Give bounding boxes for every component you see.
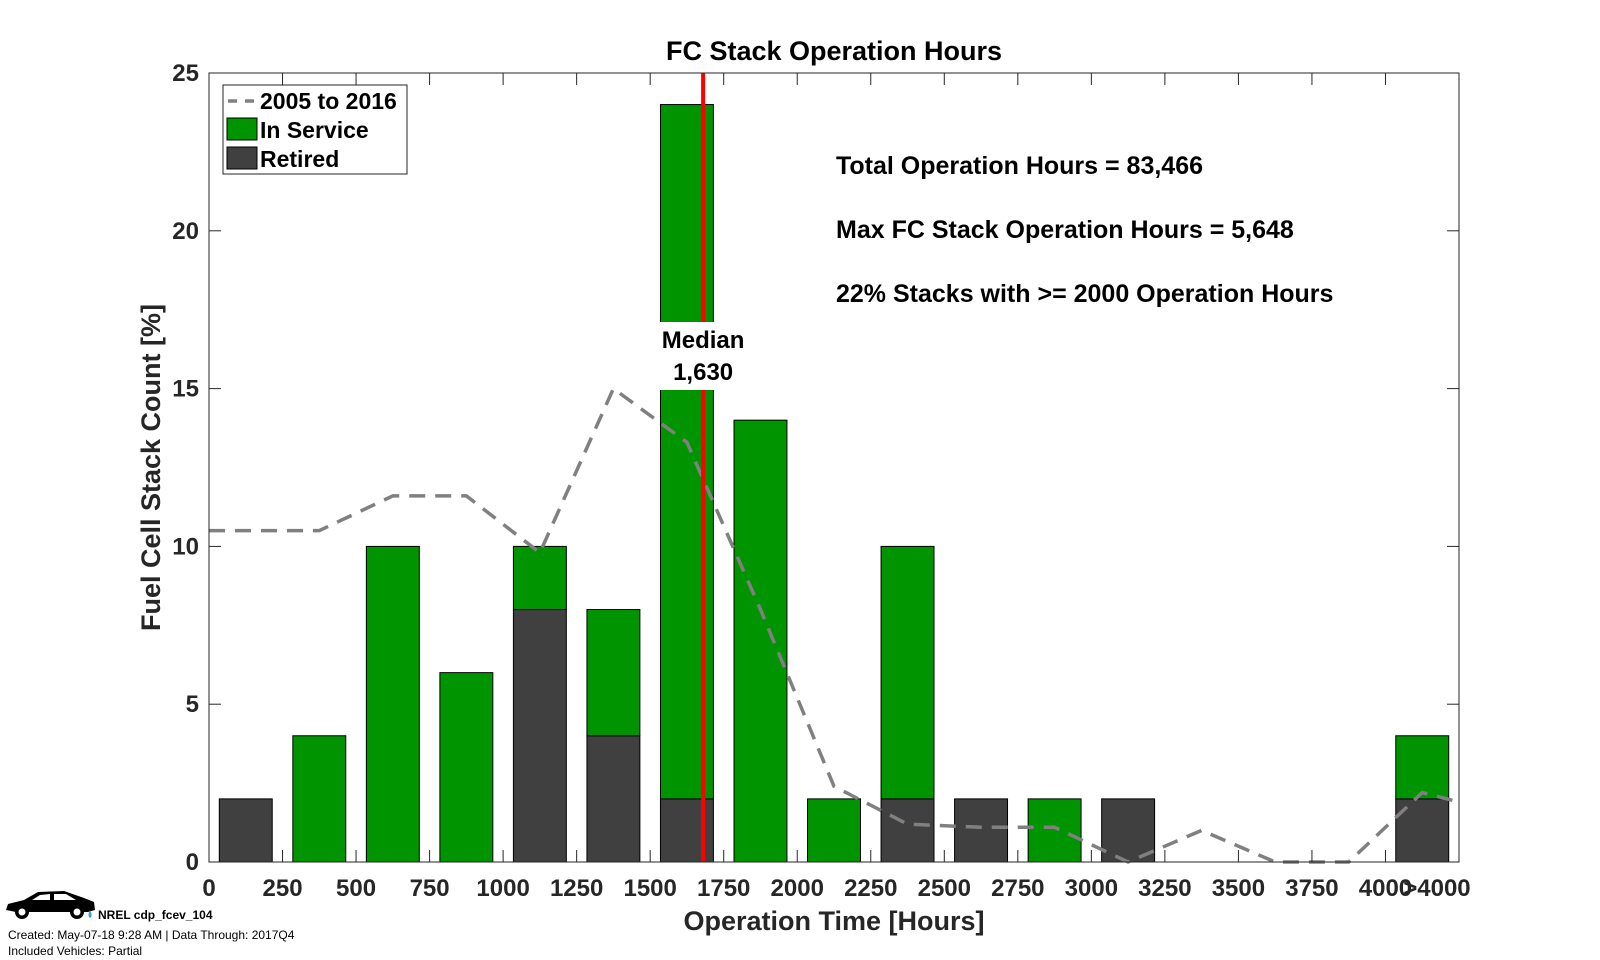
bar-retired <box>880 798 935 863</box>
bar-retired <box>512 609 567 863</box>
bar-in-service <box>439 672 494 863</box>
x-tick-label: 3750 <box>1285 875 1338 902</box>
bar-retired <box>659 798 714 863</box>
bar-retired <box>218 798 273 863</box>
plot-frame <box>208 72 1460 863</box>
bar-in-service <box>292 735 347 863</box>
car-icon <box>6 891 95 919</box>
median-value: 1,630 <box>673 359 733 386</box>
footer-included: Included Vehicles: Partial <box>8 944 143 958</box>
x-axis-label: Operation Time [Hours] <box>683 906 984 936</box>
x-tick-label: 500 <box>336 875 376 902</box>
y-tick-label: 0 <box>186 849 199 876</box>
bar-in-service <box>1395 735 1450 800</box>
x-tick-label: 3250 <box>1138 875 1191 902</box>
x-tick-label: 1000 <box>476 875 529 902</box>
bar-in-service <box>365 545 420 863</box>
x-tick-label: 1500 <box>623 875 676 902</box>
bar-retired <box>586 735 641 863</box>
x-tick-label: 2000 <box>771 875 824 902</box>
annotation: Max FC Stack Operation Hours = 5,648 <box>836 216 1294 244</box>
footer-name: NREL cdp_fcev_104 <box>98 908 213 922</box>
x-tick-label: 250 <box>263 875 303 902</box>
bar-in-service <box>659 104 714 800</box>
x-tick-label: >4000 <box>1403 875 1470 902</box>
x-tick-label: 4000 <box>1359 875 1412 902</box>
annotation: 22% Stacks with >= 2000 Operation Hours <box>836 280 1333 308</box>
chart-title: FC Stack Operation Hours <box>666 36 1002 66</box>
x-tick-label: 750 <box>410 875 450 902</box>
y-tick-label: 5 <box>186 691 199 718</box>
legend-retired-swatch <box>226 146 258 170</box>
bar-in-service <box>733 419 788 863</box>
bar-in-service <box>807 798 861 863</box>
x-tick-label: 2500 <box>918 875 971 902</box>
x-tick-label: 3500 <box>1212 875 1265 902</box>
legend-in-service-swatch <box>226 117 258 141</box>
legend-entry: 2005 to 2016 <box>260 88 397 114</box>
y-axis-label: Fuel Cell Stack Count [%] <box>136 304 166 631</box>
legend-entry: In Service <box>260 117 369 143</box>
x-tick-label: 1750 <box>697 875 750 902</box>
x-tick-label: 1250 <box>550 875 603 902</box>
annotation: Total Operation Hours = 83,466 <box>836 152 1203 180</box>
y-tick-label: 20 <box>172 218 199 245</box>
median-label: Median <box>662 327 745 354</box>
x-tick-label: 0 <box>202 875 215 902</box>
bar-in-service <box>880 545 935 800</box>
bar-in-service <box>586 609 641 737</box>
x-tick-label: 2750 <box>991 875 1044 902</box>
x-tick-label: 3000 <box>1065 875 1118 902</box>
bar-in-service <box>1027 798 1082 863</box>
bar-retired <box>954 798 1009 863</box>
y-tick-label: 10 <box>172 533 199 560</box>
bar-retired <box>1101 798 1156 863</box>
x-tick-label: 2250 <box>844 875 897 902</box>
legend-entry: Retired <box>260 146 339 172</box>
footer-created: Created: May-07-18 9:28 AM | Data Throug… <box>8 928 295 942</box>
median-label-bg <box>655 322 752 390</box>
y-tick-label: 15 <box>172 376 199 403</box>
bar-in-service <box>512 545 567 611</box>
y-tick-label: 25 <box>172 60 199 87</box>
